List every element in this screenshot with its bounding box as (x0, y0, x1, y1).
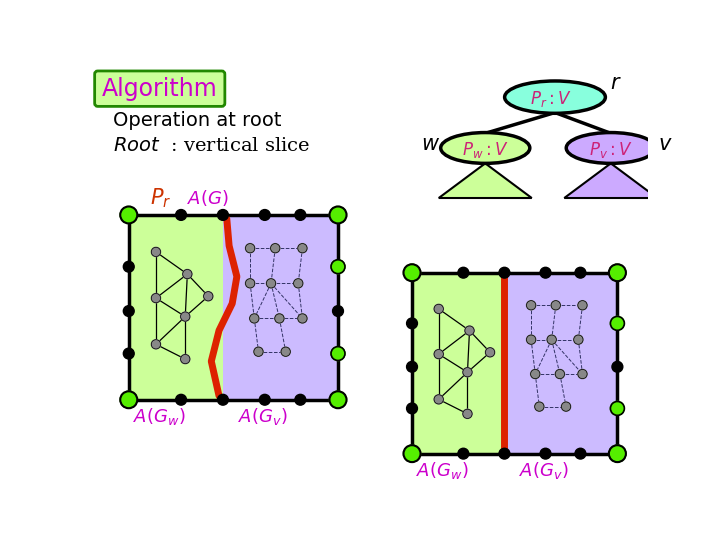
Text: $A(G_w)$: $A(G_w)$ (133, 406, 186, 427)
Circle shape (298, 314, 307, 323)
Circle shape (434, 395, 444, 404)
Circle shape (458, 448, 469, 459)
Polygon shape (438, 164, 532, 198)
Text: $r$: $r$ (610, 74, 621, 93)
FancyBboxPatch shape (94, 71, 225, 106)
Circle shape (499, 267, 510, 278)
Circle shape (575, 267, 586, 278)
Circle shape (217, 210, 228, 220)
Text: $P_r$: $P_r$ (150, 186, 171, 210)
Circle shape (246, 279, 255, 288)
Circle shape (298, 244, 307, 253)
Circle shape (330, 392, 346, 408)
Circle shape (151, 340, 161, 349)
Circle shape (281, 347, 290, 356)
Polygon shape (505, 273, 617, 454)
Ellipse shape (441, 132, 530, 164)
Ellipse shape (566, 132, 655, 164)
Circle shape (407, 318, 418, 329)
Circle shape (331, 347, 345, 361)
Ellipse shape (505, 81, 606, 113)
Text: Operation at root: Operation at root (113, 111, 282, 130)
Polygon shape (564, 164, 657, 198)
Circle shape (434, 349, 444, 359)
Circle shape (183, 269, 192, 279)
Circle shape (330, 206, 346, 224)
Text: $w$: $w$ (421, 134, 441, 153)
Circle shape (540, 448, 551, 459)
Circle shape (551, 301, 560, 310)
Circle shape (609, 264, 626, 281)
Text: $\mathit{Root}$  : vertical slice: $\mathit{Root}$ : vertical slice (113, 137, 310, 154)
Circle shape (535, 402, 544, 411)
Circle shape (295, 394, 306, 405)
Circle shape (250, 314, 259, 323)
Circle shape (485, 348, 495, 357)
Circle shape (123, 261, 134, 272)
Circle shape (271, 244, 280, 253)
Circle shape (547, 335, 557, 345)
Circle shape (434, 304, 444, 314)
Circle shape (294, 279, 303, 288)
Circle shape (407, 361, 418, 372)
Text: $P_v : V$: $P_v : V$ (589, 139, 633, 159)
Circle shape (259, 394, 270, 405)
Circle shape (246, 244, 255, 253)
Text: $A(G_v)$: $A(G_v)$ (519, 460, 569, 481)
Circle shape (465, 326, 474, 335)
Circle shape (295, 210, 306, 220)
Circle shape (123, 348, 134, 359)
Circle shape (181, 354, 190, 364)
Polygon shape (412, 273, 505, 454)
Circle shape (403, 264, 420, 281)
Text: $A(G)$: $A(G)$ (187, 188, 229, 208)
Circle shape (540, 267, 551, 278)
Circle shape (176, 394, 186, 405)
Text: $A(G_v)$: $A(G_v)$ (238, 406, 287, 427)
Circle shape (333, 306, 343, 316)
Circle shape (555, 369, 564, 379)
Text: $P_w : V$: $P_w : V$ (462, 139, 508, 159)
Circle shape (611, 401, 624, 415)
Circle shape (407, 403, 418, 414)
Text: $v$: $v$ (658, 134, 672, 153)
Circle shape (612, 361, 623, 372)
Circle shape (151, 294, 161, 303)
Text: $P_r : V$: $P_r : V$ (530, 89, 572, 109)
Circle shape (611, 316, 624, 330)
Circle shape (578, 301, 587, 310)
Circle shape (574, 335, 583, 345)
Circle shape (526, 301, 536, 310)
Circle shape (526, 335, 536, 345)
Polygon shape (223, 215, 338, 400)
Circle shape (123, 306, 134, 316)
Circle shape (151, 247, 161, 256)
Circle shape (204, 292, 213, 301)
Circle shape (331, 260, 345, 274)
Circle shape (259, 210, 270, 220)
Circle shape (575, 448, 586, 459)
Circle shape (609, 445, 626, 462)
Circle shape (254, 347, 263, 356)
Circle shape (181, 312, 190, 321)
Circle shape (266, 279, 276, 288)
Text: Algorithm: Algorithm (102, 77, 217, 100)
Circle shape (562, 402, 571, 411)
Circle shape (531, 369, 540, 379)
Circle shape (458, 267, 469, 278)
Circle shape (463, 409, 472, 418)
Circle shape (499, 448, 510, 459)
Circle shape (275, 314, 284, 323)
Circle shape (120, 206, 138, 224)
Text: $A(G_w)$: $A(G_w)$ (416, 460, 469, 481)
Circle shape (578, 369, 587, 379)
Polygon shape (129, 215, 223, 400)
Circle shape (403, 445, 420, 462)
Circle shape (217, 394, 228, 405)
Circle shape (120, 392, 138, 408)
Circle shape (463, 368, 472, 377)
Circle shape (176, 210, 186, 220)
